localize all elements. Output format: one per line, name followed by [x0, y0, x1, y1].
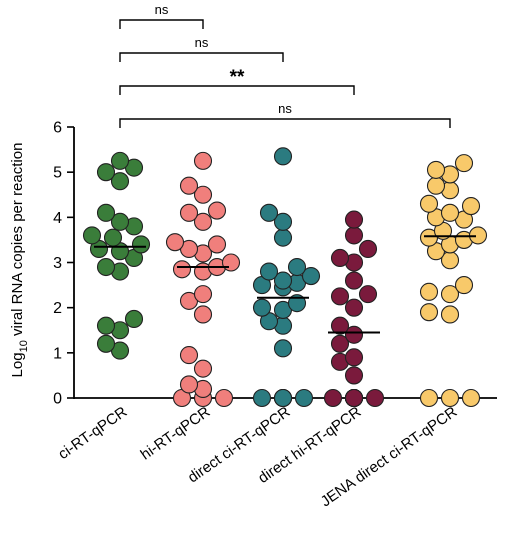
data-point — [287, 257, 307, 277]
data-point — [252, 298, 272, 317]
data-point — [110, 212, 130, 231]
data-point — [419, 282, 439, 301]
data-point — [273, 339, 293, 358]
data-point — [82, 226, 102, 245]
data-point — [419, 303, 439, 322]
data-point — [440, 388, 460, 408]
y-axis-label-text: Log10 viral RNA copies per reaction — [9, 143, 30, 378]
significance-label: ** — [230, 67, 245, 88]
y-tick-label: 6 — [53, 120, 62, 137]
significance-label: ns — [195, 35, 209, 50]
data-point — [131, 235, 151, 254]
data-point — [259, 203, 279, 222]
data-point — [172, 260, 192, 279]
y-tick-label: 1 — [53, 345, 62, 362]
data-point — [426, 160, 446, 179]
significance-label: ns — [278, 101, 292, 116]
significance-label: ns — [155, 2, 169, 17]
data-point — [440, 305, 460, 324]
data-point — [440, 203, 460, 222]
y-tick-label: 3 — [53, 255, 62, 272]
data-point — [330, 248, 350, 268]
data-point — [344, 325, 364, 344]
data-point — [461, 388, 481, 408]
data-point — [193, 285, 213, 304]
data-point — [221, 253, 241, 272]
data-point — [96, 203, 116, 222]
data-point — [344, 298, 364, 317]
data-point — [294, 388, 314, 408]
significance-bracket — [119, 85, 355, 95]
data-point — [344, 348, 364, 367]
data-point — [273, 228, 293, 247]
data-point — [323, 388, 343, 408]
category-label: ci-RT-qPCR — [55, 403, 130, 463]
data-point — [179, 375, 199, 394]
data-point — [440, 285, 460, 304]
data-point — [193, 151, 213, 170]
y-axis-label: Log10 viral RNA copies per reaction — [9, 143, 30, 378]
significance-bracket — [119, 118, 451, 128]
data-point — [193, 185, 213, 204]
data-point — [124, 309, 144, 329]
data-point — [273, 212, 293, 231]
significance-bracket — [119, 52, 284, 62]
data-point — [207, 201, 227, 220]
y-tick-label: 0 — [53, 391, 62, 408]
data-point — [207, 235, 227, 254]
data-points — [82, 147, 488, 408]
data-point — [214, 388, 234, 408]
data-point — [259, 262, 279, 281]
data-point — [252, 388, 272, 408]
data-point — [344, 366, 364, 385]
data-point — [179, 176, 199, 195]
significance-annotations: ns ns ** ns — [119, 2, 451, 128]
category-label: hi-RT-qPCR — [138, 403, 214, 463]
data-point — [96, 257, 116, 277]
data-point — [330, 334, 350, 353]
data-point — [344, 210, 364, 229]
data-point — [419, 194, 439, 213]
data-point — [193, 212, 213, 231]
data-point — [165, 233, 185, 252]
data-point — [96, 163, 116, 182]
median-lines — [94, 235, 476, 334]
data-point — [273, 271, 293, 290]
data-point — [330, 316, 350, 335]
data-point — [110, 172, 130, 191]
data-point — [419, 388, 439, 408]
significance-bracket — [119, 19, 204, 29]
data-point — [344, 271, 364, 290]
data-point — [358, 285, 378, 304]
data-point — [179, 346, 199, 365]
y-ticks: 0 1 2 3 4 5 6 — [53, 120, 74, 408]
data-point — [96, 334, 116, 353]
data-point — [179, 203, 199, 222]
data-point — [103, 228, 123, 247]
data-point — [344, 226, 364, 245]
data-point — [287, 294, 307, 313]
data-point — [301, 266, 321, 286]
data-point — [344, 388, 364, 408]
y-tick-label: 4 — [53, 210, 62, 227]
data-point — [96, 316, 116, 335]
data-point — [330, 287, 350, 306]
y-tick-label: 2 — [53, 300, 62, 317]
data-point — [273, 388, 293, 408]
data-point — [365, 388, 385, 408]
data-point — [193, 305, 213, 324]
data-point — [454, 154, 474, 173]
data-point — [454, 276, 474, 295]
data-point — [358, 239, 378, 258]
data-point — [273, 147, 293, 166]
data-point — [426, 176, 446, 195]
data-point — [193, 359, 213, 378]
data-point — [110, 151, 130, 170]
y-tick-label: 5 — [53, 165, 62, 182]
data-point — [461, 196, 481, 216]
